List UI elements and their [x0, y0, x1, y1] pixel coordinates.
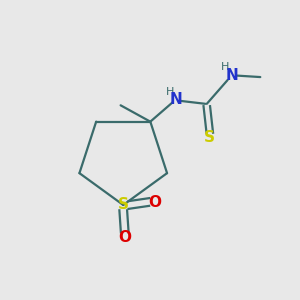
- Text: H: H: [166, 87, 174, 97]
- Text: N: N: [169, 92, 182, 107]
- Text: H: H: [220, 62, 229, 72]
- Text: N: N: [226, 68, 238, 83]
- Text: O: O: [118, 230, 131, 245]
- Text: S: S: [118, 197, 129, 212]
- Text: O: O: [148, 194, 161, 209]
- Text: S: S: [204, 130, 215, 146]
